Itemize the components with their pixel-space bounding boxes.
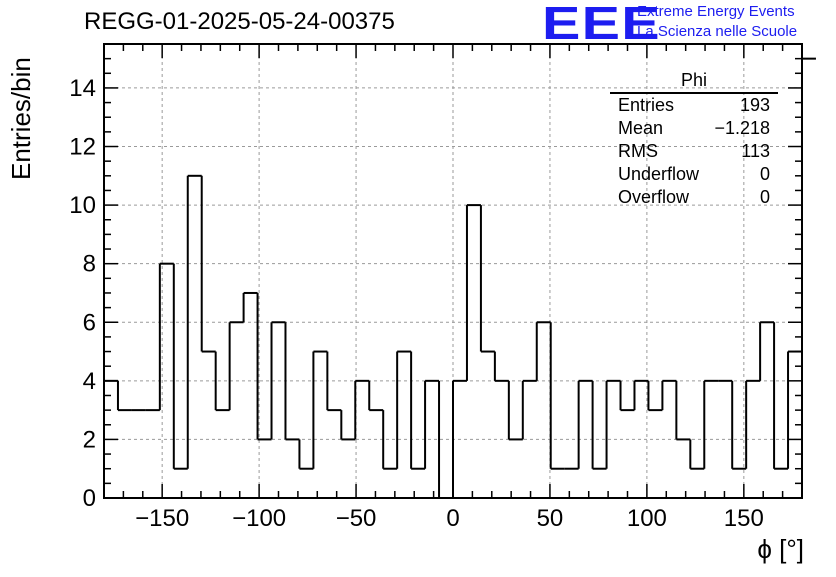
plot-frame <box>103 43 803 499</box>
x-tick-label: −100 <box>232 505 286 532</box>
stats-label: Overflow <box>618 187 690 207</box>
y-tick-label: 2 <box>83 426 96 453</box>
logo-caption-line1: Extreme Energy Events <box>637 3 795 20</box>
y-tick-label: 0 <box>83 485 96 512</box>
x-tick-label: 0 <box>446 505 459 532</box>
x-tick-label: 50 <box>537 505 564 532</box>
x-tick-label: −50 <box>336 505 377 532</box>
stats-row-entries: Entries 193 <box>610 94 778 117</box>
stats-label: RMS <box>618 141 658 161</box>
y-tick-label: 12 <box>69 134 96 161</box>
y-tick-label: 4 <box>83 368 96 395</box>
stats-value: 193 <box>739 95 770 115</box>
y-tick-label: 8 <box>83 251 96 278</box>
stats-title: Phi <box>610 70 778 94</box>
chart-title: REGG-01-2025-05-24-00375 <box>84 8 395 35</box>
stats-row-underflow: Underflow 0 <box>610 163 778 186</box>
y-axis-label: Entries/bin <box>6 57 36 180</box>
stats-value: 113 <box>741 141 770 161</box>
x-tick-label: 100 <box>627 505 667 532</box>
stats-label: Underflow <box>618 164 700 184</box>
stats-label: Entries <box>618 95 675 115</box>
stats-value: 0 <box>759 164 770 184</box>
stats-label: Mean <box>618 118 664 138</box>
y-tick-label: 6 <box>83 309 96 336</box>
y-tick-label: 10 <box>69 192 96 219</box>
eee-logo: EEE <box>542 0 661 49</box>
x-axis-label: ϕ [°] <box>757 534 804 564</box>
logo-caption-line2: La Scienza nelle Scuole <box>637 23 798 40</box>
stats-value: −1.218 <box>714 118 770 138</box>
stats-row-mean: Mean −1.218 <box>610 117 778 140</box>
stats-value: 0 <box>759 187 770 207</box>
y-tick-label: 14 <box>69 75 96 102</box>
logo-caption: Extreme Energy Events La Scienza nelle S… <box>637 2 797 42</box>
stats-box: Phi Entries 193 Mean −1.218 RMS 113 Unde… <box>610 70 778 209</box>
x-tick-label: 150 <box>724 505 764 532</box>
stats-row-overflow: Overflow 0 <box>610 186 778 209</box>
stats-row-rms: RMS 113 <box>610 140 778 163</box>
x-tick-label: −150 <box>135 505 189 532</box>
